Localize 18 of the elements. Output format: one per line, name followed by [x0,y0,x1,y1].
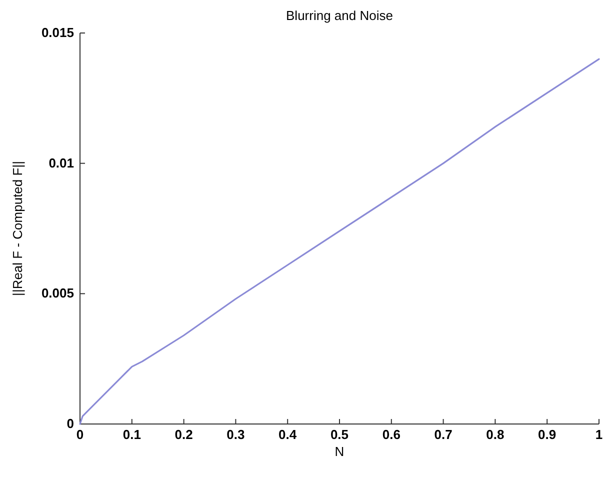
x-tick-label: 0 [76,427,84,442]
y-tick-label: 0.005 [41,286,74,301]
y-tick-label: 0.015 [41,25,74,40]
y-tick-label: 0 [66,416,74,431]
x-tick-label: 0.3 [226,427,245,442]
x-tick-label: 0.8 [486,427,504,442]
x-tick-label: 0.1 [122,427,141,442]
x-tick-label: 0.6 [382,427,400,442]
y-axis-title: ||Real F - Computed F|| [10,161,25,296]
x-tick-label: 0.4 [278,427,298,442]
y-tick-label: 0.01 [48,155,74,170]
x-tick-label: 0.9 [538,427,556,442]
x-tick-label: 0.2 [174,427,193,442]
x-tick-label: 0.5 [330,427,349,442]
x-tick-label: 1 [595,427,603,442]
x-axis-title: N [334,444,344,459]
chart-title: Blurring and Noise [286,8,393,23]
x-tick-label: 0.7 [434,427,452,442]
